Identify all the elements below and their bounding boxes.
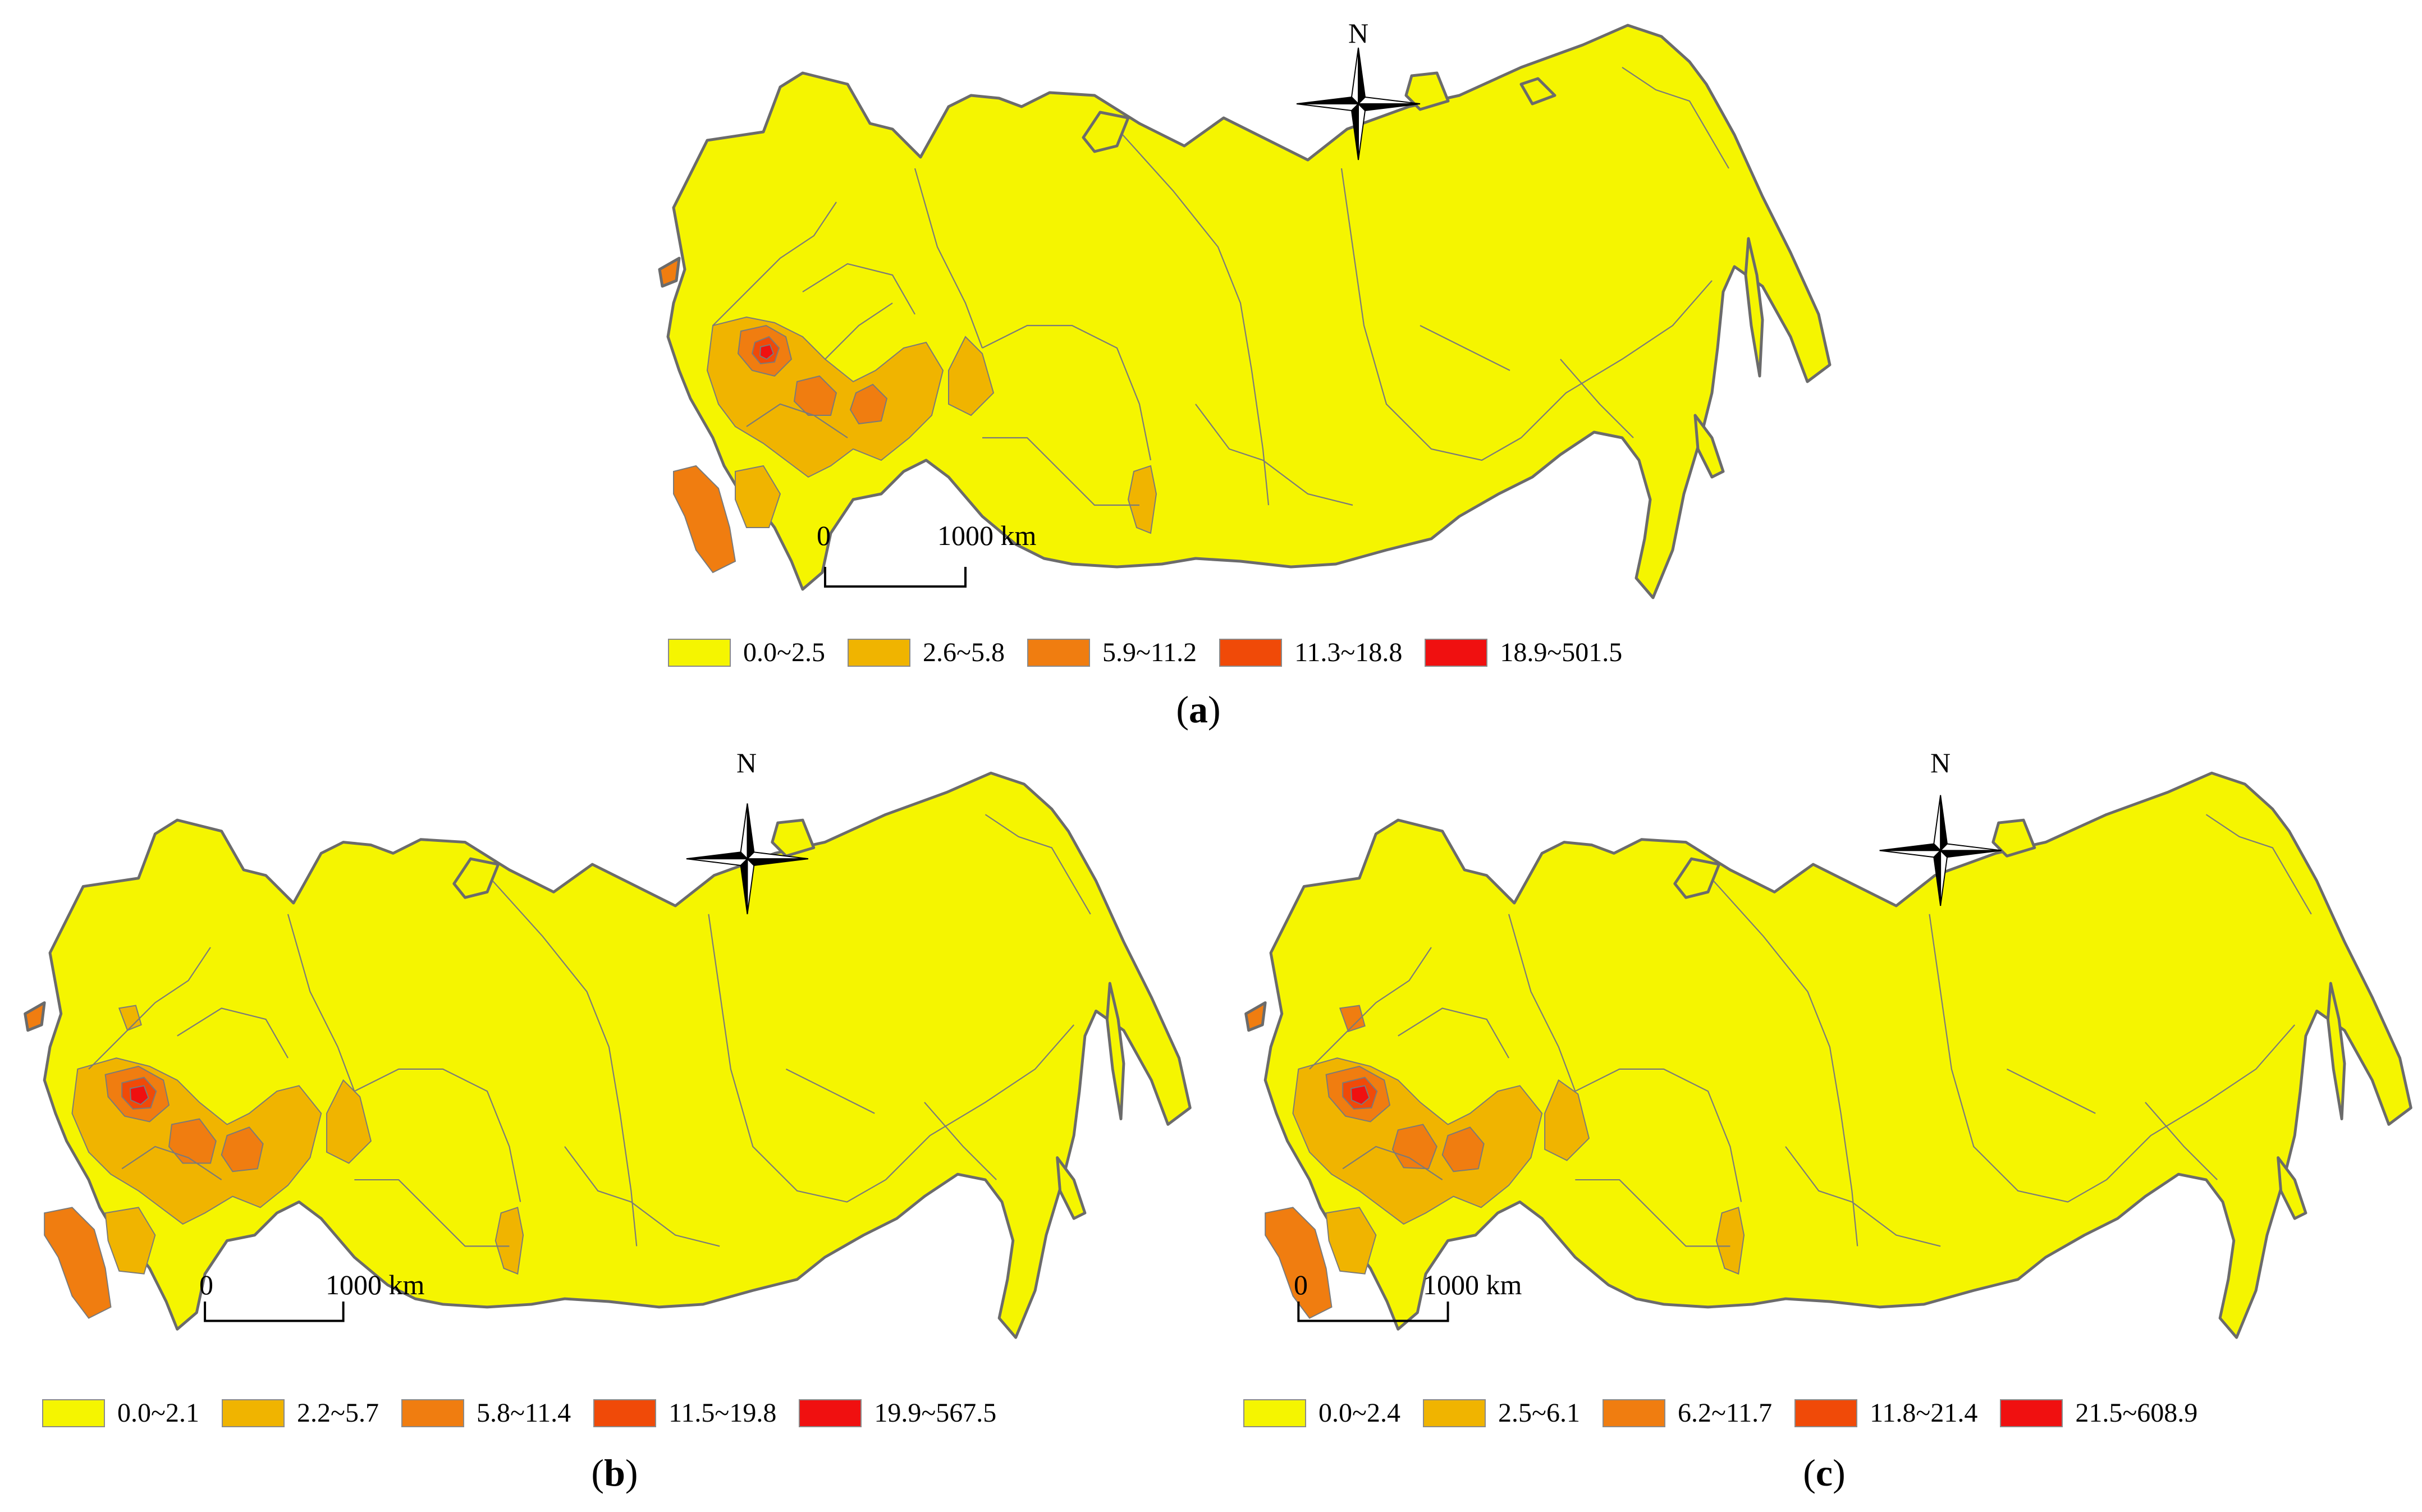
scale-bar-a xyxy=(824,567,967,588)
north-label: N xyxy=(736,747,757,778)
scale-bar-c xyxy=(1297,1302,1449,1322)
compass-a xyxy=(1296,47,1421,161)
region-fills xyxy=(1265,1005,1745,1319)
legend-label: 21.5~608.9 xyxy=(2075,1398,2198,1428)
caption-a: (a) xyxy=(1176,688,1221,731)
caption-c: (c) xyxy=(1803,1451,1846,1494)
panel-c: N 0 1000 km xyxy=(1232,741,2422,1414)
legend-item: 21.5~608.9 xyxy=(2000,1398,2197,1428)
legend-label: 0.0~2.1 xyxy=(117,1398,199,1428)
land-base xyxy=(658,24,1832,599)
legend-item: 0.0~2.1 xyxy=(42,1398,199,1428)
legend-swatch xyxy=(1027,638,1090,667)
legend-label: 0.0~2.4 xyxy=(1318,1398,1400,1428)
russia-choropleth-map-b xyxy=(24,771,1192,1339)
legend-item: 2.2~5.7 xyxy=(221,1398,379,1428)
legend-swatch xyxy=(668,638,731,667)
legend-swatch xyxy=(1794,1399,1858,1427)
legend-swatch xyxy=(1602,1399,1665,1427)
scale-zero-label: 0 xyxy=(199,1269,213,1300)
legend-swatch xyxy=(401,1399,464,1427)
legend-item: 5.8~11.4 xyxy=(401,1398,571,1428)
legend-label: 5.9~11.2 xyxy=(1102,638,1197,667)
legend-label: 0.0~2.5 xyxy=(743,638,825,667)
compass-b xyxy=(686,803,809,914)
legend-item: 18.9~501.5 xyxy=(1425,637,1622,668)
legend-label: 11.8~21.4 xyxy=(1870,1398,1978,1428)
scale-distance-label: 1000 km xyxy=(1423,1269,1522,1300)
internal-borders xyxy=(712,67,1729,506)
legend-label: 5.8~11.4 xyxy=(476,1398,571,1428)
legend-item: 6.2~11.7 xyxy=(1602,1398,1773,1428)
compass-c xyxy=(1879,795,2002,906)
scale-distance-label: 1000 km xyxy=(326,1269,425,1300)
legend-label: 11.3~18.8 xyxy=(1294,638,1403,667)
legend-label: 18.9~501.5 xyxy=(1500,638,1623,667)
region-fills xyxy=(673,316,1157,574)
internal-borders xyxy=(88,814,1091,1247)
legend-swatch xyxy=(799,1399,862,1427)
legend-label: 2.5~6.1 xyxy=(1498,1398,1580,1428)
legend-label: 19.9~567.5 xyxy=(874,1398,997,1428)
russia-choropleth-map-a xyxy=(658,24,1832,599)
legend-item: 0.0~2.5 xyxy=(668,637,825,668)
legend-swatch xyxy=(847,638,910,667)
legend-item: 11.5~19.8 xyxy=(593,1398,776,1428)
panel-a: N 0 1000 km xyxy=(634,11,1841,741)
scale-zero-label: 0 xyxy=(1294,1269,1308,1300)
legend-item: 0.0~2.4 xyxy=(1243,1398,1400,1428)
legend-item: 2.5~6.1 xyxy=(1422,1398,1580,1428)
scale-zero-label: 0 xyxy=(817,520,831,551)
north-label: N xyxy=(1930,747,1951,778)
legend-swatch xyxy=(1243,1399,1306,1427)
land-base xyxy=(24,771,1192,1339)
legend-item: 2.6~5.8 xyxy=(847,637,1005,668)
land-base xyxy=(1244,771,2412,1339)
legend-item: 5.9~11.2 xyxy=(1027,637,1197,668)
legend-item: 11.8~21.4 xyxy=(1794,1398,1977,1428)
legend-label: 11.5~19.8 xyxy=(669,1398,777,1428)
internal-borders xyxy=(1309,814,2312,1247)
legend-swatch xyxy=(42,1399,105,1427)
legend-item: 19.9~567.5 xyxy=(799,1398,996,1428)
legend-swatch xyxy=(593,1399,657,1427)
legend-c: 0.0~2.4 2.5~6.1 6.2~11.7 11.8~21.4 21.5~… xyxy=(1243,1398,2220,1428)
legend-swatch xyxy=(1219,638,1283,667)
legend-item: 11.3~18.8 xyxy=(1219,637,1402,668)
legend-a: 0.0~2.5 2.6~5.8 5.9~11.2 11.3~18.8 18.9~… xyxy=(668,637,1645,668)
legend-label: 2.6~5.8 xyxy=(922,638,1005,667)
legend-label: 6.2~11.7 xyxy=(1677,1398,1773,1428)
caption-b: (b) xyxy=(591,1451,638,1494)
legend-swatch xyxy=(1422,1399,1486,1427)
legend-label: 2.2~5.7 xyxy=(296,1398,379,1428)
legend-swatch xyxy=(2000,1399,2063,1427)
russia-choropleth-map-c xyxy=(1244,771,2412,1339)
north-label: N xyxy=(1348,17,1369,49)
region-fills xyxy=(44,1005,524,1319)
legend-swatch xyxy=(221,1399,285,1427)
legend-b: 0.0~2.1 2.2~5.7 5.8~11.4 11.5~19.8 19.9~… xyxy=(42,1398,1019,1428)
panel-b: N 0 1000 km xyxy=(11,741,1201,1414)
scale-distance-label: 1000 km xyxy=(937,520,1037,551)
legend-swatch xyxy=(1425,638,1488,667)
scale-bar-b xyxy=(204,1302,345,1322)
